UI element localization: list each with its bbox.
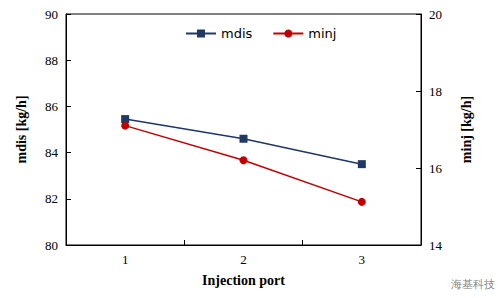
svg-text:16: 16 [429, 161, 443, 176]
svg-text:2: 2 [240, 252, 247, 267]
svg-text:88: 88 [45, 53, 58, 68]
svg-text:海基科技: 海基科技 [451, 278, 495, 291]
svg-text:3: 3 [359, 252, 366, 267]
svg-text:82: 82 [45, 191, 58, 206]
svg-text:mdis: mdis [221, 26, 253, 41]
svg-text:1: 1 [122, 252, 129, 267]
svg-text:14: 14 [429, 238, 443, 253]
svg-text:18: 18 [429, 84, 442, 99]
svg-text:90: 90 [45, 7, 58, 22]
svg-text:20: 20 [429, 7, 442, 22]
svg-text:mdis [kg/h]: mdis [kg/h] [14, 95, 29, 163]
svg-text:86: 86 [45, 99, 59, 114]
svg-text:80: 80 [45, 238, 58, 253]
svg-text:84: 84 [45, 145, 59, 160]
svg-text:minj: minj [308, 26, 336, 41]
svg-text:minj [kg/h]: minj [kg/h] [459, 96, 474, 163]
svg-text:Injection port: Injection port [202, 273, 285, 288]
